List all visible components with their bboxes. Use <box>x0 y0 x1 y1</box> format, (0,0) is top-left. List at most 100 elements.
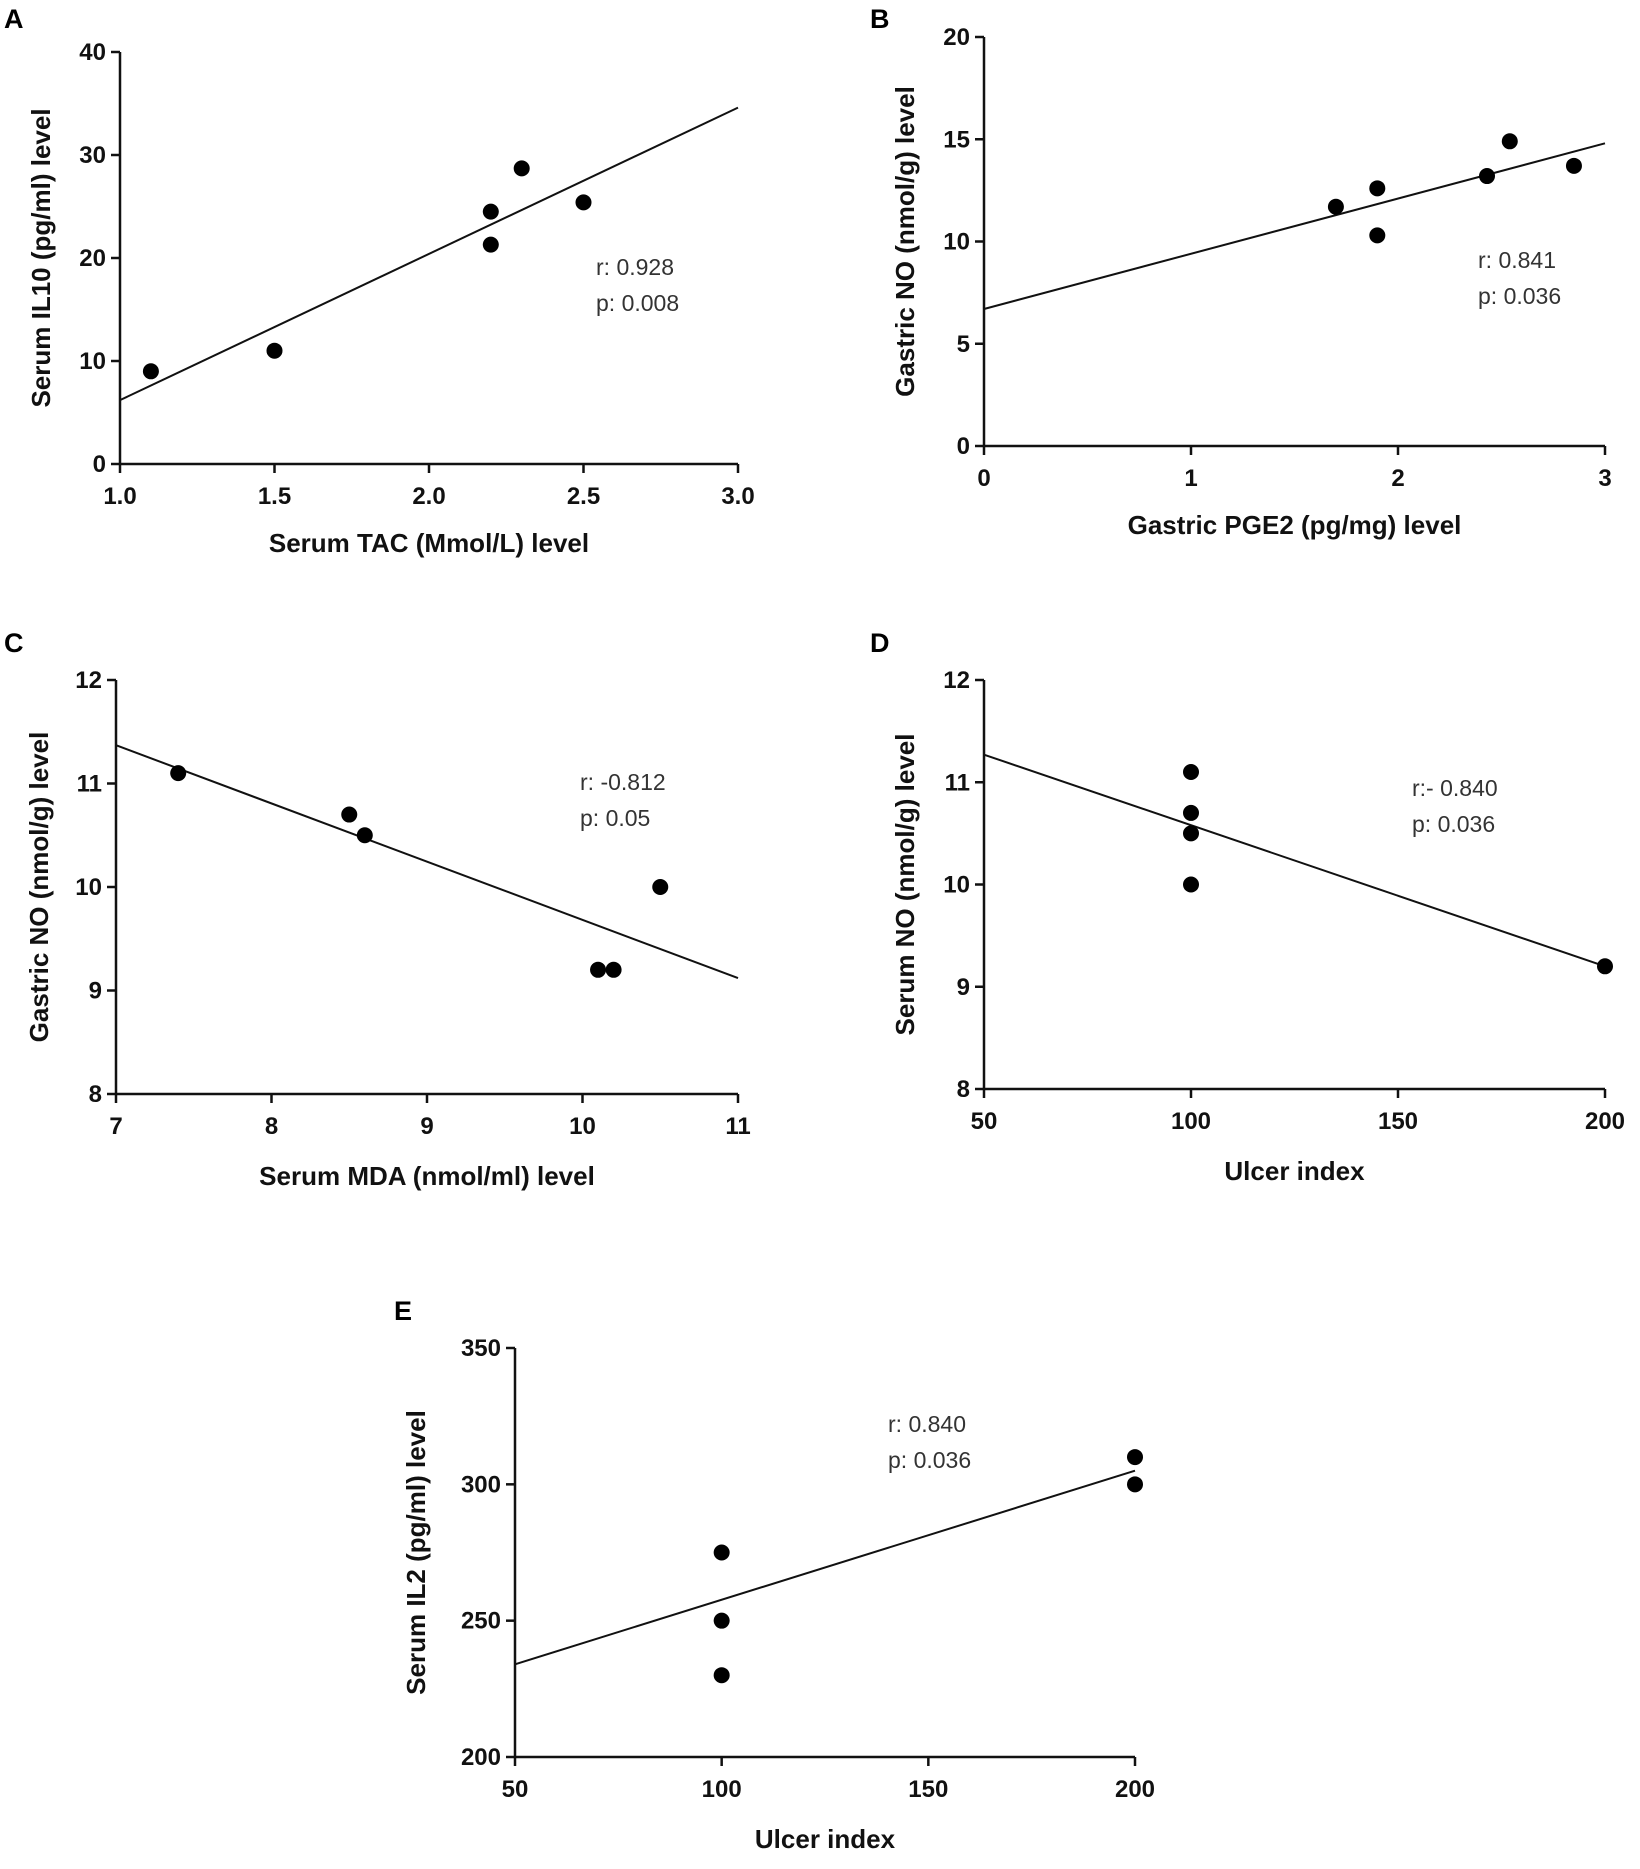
y-tick-label: 12 <box>943 667 970 694</box>
y-tick-label: 20 <box>943 24 970 51</box>
data-point <box>1597 958 1613 975</box>
y-tick-label: 0 <box>93 451 106 478</box>
x-tick-label: 3.0 <box>721 483 754 510</box>
x-tick-label: 9 <box>420 1113 433 1140</box>
data-point <box>341 806 358 823</box>
r-value-label: r: 0.928 <box>596 254 674 280</box>
y-tick-label: 200 <box>461 1744 501 1771</box>
data-point <box>513 160 530 177</box>
x-tick-label: 200 <box>1115 1776 1155 1803</box>
panel-letter: C <box>4 628 24 658</box>
x-tick-label: 1.0 <box>103 483 136 510</box>
x-tick-label: 100 <box>702 1776 742 1803</box>
y-tick-label: 10 <box>943 229 970 256</box>
panel-letter: E <box>394 1296 412 1326</box>
p-value-label: p: 0.036 <box>1412 811 1495 837</box>
r-value-label: r: 0.840 <box>888 1411 966 1437</box>
y-tick-label: 0 <box>957 433 970 460</box>
y-tick-label: 10 <box>79 348 106 375</box>
y-tick-label: 10 <box>75 874 102 901</box>
data-point <box>1183 804 1199 821</box>
y-tick-label: 9 <box>89 978 102 1005</box>
y-tick-label: 30 <box>79 142 106 169</box>
panel-a: A 0 10 20 30 40 1.0 1.5 2.0 2.5 3.0 Serum TAC (Mmol… <box>4 4 755 558</box>
y-tick-label: 5 <box>957 331 970 358</box>
x-tick-label: 2 <box>1391 465 1404 492</box>
p-value-label: p: 0.05 <box>580 805 650 831</box>
y-tick-label: 250 <box>461 1608 501 1635</box>
y-axis-title: Gastric NO (nmol/g) level <box>24 732 54 1043</box>
x-tick-label: 150 <box>908 1776 948 1803</box>
data-point <box>142 363 159 380</box>
y-tick-label: 40 <box>79 39 106 66</box>
x-tick-label: 11 <box>725 1113 750 1140</box>
p-value-label: p: 0.036 <box>888 1447 971 1473</box>
y-tick-label: 15 <box>943 126 970 153</box>
y-axis-title: Serum IL10 (pg/ml) level <box>26 108 56 407</box>
panel-letter: B <box>870 4 890 34</box>
data-point <box>1327 198 1344 215</box>
y-tick-label: 300 <box>461 1471 501 1498</box>
x-tick-label: 1 <box>1184 465 1197 492</box>
data-point <box>1127 1476 1143 1493</box>
x-tick-label: 150 <box>1378 1108 1418 1135</box>
p-value-label: p: 0.008 <box>596 290 679 316</box>
y-tick-label: 9 <box>957 974 970 1001</box>
data-point <box>713 1612 730 1629</box>
y-tick-label: 350 <box>461 1335 501 1362</box>
data-point <box>1369 227 1386 244</box>
r-value-label: r:- 0.840 <box>1412 775 1498 801</box>
r-value-label: r: -0.812 <box>580 769 666 795</box>
data-point <box>713 1544 730 1561</box>
panel-e: E 200 250 300 350 50 100 150 200 Ulcer index Serum… <box>394 1296 1155 1854</box>
y-tick-label: 12 <box>75 667 102 694</box>
x-tick-label: 50 <box>971 1108 998 1135</box>
data-point <box>1369 180 1386 197</box>
y-axis-title: Gastric NO (nmol/g) level <box>890 86 920 397</box>
regression-line <box>983 142 1606 310</box>
y-axis-title: Serum IL2 (pg/ml) level <box>401 1410 431 1695</box>
y-tick-label: 8 <box>89 1081 102 1108</box>
x-tick-label: 2.0 <box>412 483 445 510</box>
x-tick-label: 1.5 <box>258 483 291 510</box>
data-point <box>713 1667 730 1684</box>
x-axis-title: Gastric PGE2 (pg/mg) level <box>1128 510 1462 540</box>
regression-line <box>514 1469 1136 1666</box>
panel-b: B 0 5 10 15 20 0 1 2 3 Gastric PGE2 (pg/mg) level G… <box>870 4 1612 540</box>
y-tick-label: 20 <box>79 245 106 272</box>
data-point <box>170 765 187 782</box>
p-value-label: p: 0.036 <box>1478 283 1561 309</box>
data-point <box>1183 764 1199 781</box>
panel-d: D 8 9 10 11 12 50 100 150 200 Ulcer index Serum NO … <box>870 628 1625 1186</box>
regression-line <box>119 106 739 402</box>
y-tick-label: 8 <box>957 1076 970 1103</box>
data-point <box>1183 876 1199 893</box>
y-tick-label: 10 <box>943 872 970 899</box>
regression-line <box>115 744 739 980</box>
regression-line <box>983 753 1606 968</box>
x-tick-label: 2.5 <box>567 483 600 510</box>
data-point <box>590 961 607 978</box>
data-point <box>1501 133 1518 150</box>
x-axis-title: Ulcer index <box>1224 1156 1365 1186</box>
data-point <box>575 194 592 211</box>
x-tick-label: 50 <box>502 1776 529 1803</box>
y-tick-label: 11 <box>77 771 102 798</box>
panel-letter: D <box>870 628 890 658</box>
x-tick-label: 10 <box>569 1113 596 1140</box>
x-axis-title: Ulcer index <box>755 1824 896 1854</box>
x-tick-label: 7 <box>109 1113 122 1140</box>
x-tick-label: 100 <box>1171 1108 1211 1135</box>
data-point <box>1479 168 1496 185</box>
data-point <box>356 827 373 844</box>
data-point <box>605 961 622 978</box>
data-point <box>1565 157 1582 174</box>
x-axis-title: Serum TAC (Mmol/L) level <box>269 528 589 558</box>
panel-letter: A <box>4 4 24 34</box>
data-point <box>266 342 283 359</box>
x-tick-label: 0 <box>977 465 990 492</box>
data-point <box>1183 825 1199 842</box>
y-tick-label: 11 <box>945 769 970 796</box>
